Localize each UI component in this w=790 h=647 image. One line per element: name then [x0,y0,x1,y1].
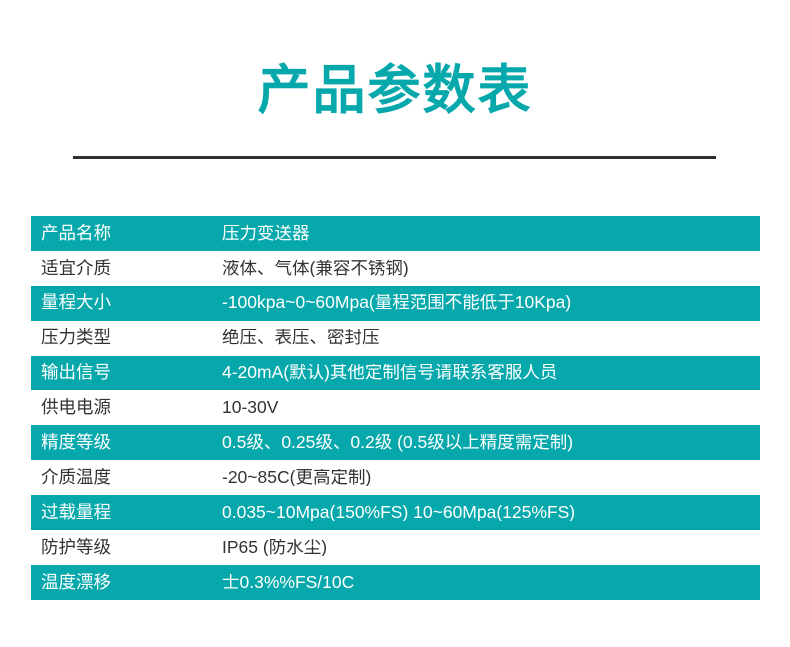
spec-value: 液体、气体(兼容不锈钢) [222,259,409,278]
title-divider [73,156,716,159]
spec-label: 防护等级 [41,536,111,557]
table-row: 输出信号 4-20mA(默认)其他定制信号请联系客服人员 [31,355,760,391]
table-row: 过载量程 0.035~10Mpa(150%FS) 10~60Mpa(125%FS) [31,495,760,531]
spec-label: 产品名称 [41,222,111,243]
spec-value: -20~85C(更高定制) [222,468,372,487]
spec-label: 输出信号 [41,362,111,383]
table-row: 温度漂移 士0.3%%FS/10C [31,564,760,600]
spec-value: IP65 (防水尘) [222,538,328,557]
spec-value: 4-20mA(默认)其他定制信号请联系客服人员 [222,364,558,382]
table-row: 产品名称 压力变送器 [31,216,760,251]
page-title-block: 产品参数表 [0,58,790,124]
spec-value: -100kpa~0~60Mpa(量程范围不能低于10Kpa) [222,294,572,312]
spec-value: 压力变送器 [222,224,310,243]
spec-value: 绝压、表压、密封压 [222,329,380,347]
spec-label: 介质温度 [41,466,111,487]
spec-label: 温度漂移 [41,571,111,592]
spec-label: 适宜介质 [41,257,111,278]
spec-value: 0.5级、0.25级、0.2级 (0.5级以上精度需定制) [222,434,574,452]
table-row: 适宜介质 液体、气体(兼容不锈钢) [31,250,760,286]
table-row: 压力类型 绝压、表压、密封压 [31,320,760,356]
table-row: 供电电源 10-30V [31,390,760,426]
spec-value: 士0.3%%FS/10C [222,573,355,592]
spec-label: 压力类型 [41,327,111,348]
spec-label: 精度等级 [41,432,111,453]
table-row: 量程大小 -100kpa~0~60Mpa(量程范围不能低于10Kpa) [31,285,760,321]
table-row: 介质温度 -20~85C(更高定制) [31,460,760,496]
specification-table: 产品名称 压力变送器适宜介质 液体、气体(兼容不锈钢) 量程大小 -100kpa~0~6… [31,216,760,600]
spec-label: 过载量程 [41,501,111,522]
table-row: 精度等级 0.5级、0.25级、0.2级 (0.5级以上精度需定制) [31,425,760,461]
spec-label: 供电电源 [41,397,111,418]
spec-value: 10-30V [222,399,279,417]
table-row: 防护等级 IP65 (防水尘) [31,530,760,565]
page-title: 产品参数表 [257,61,533,120]
spec-value: 0.035~10Mpa(150%FS) 10~60Mpa(125%FS) [222,503,576,522]
spec-label: 量程大小 [41,292,111,313]
